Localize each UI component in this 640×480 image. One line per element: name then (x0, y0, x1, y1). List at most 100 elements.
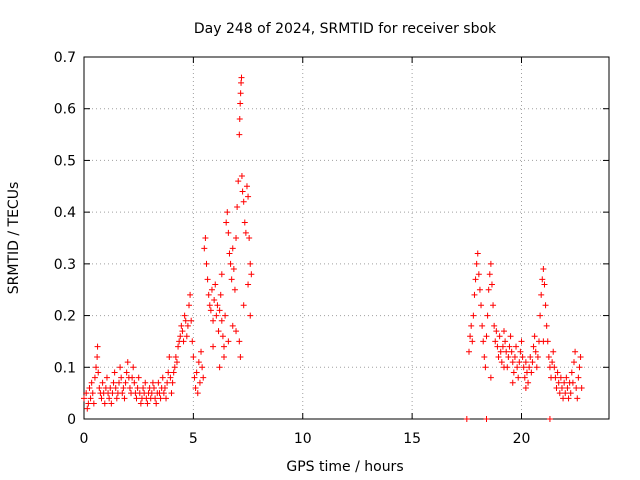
data-point (151, 384, 157, 391)
data-point (225, 338, 232, 345)
data-point (533, 364, 540, 371)
data-point (218, 317, 225, 324)
data-point (568, 369, 575, 376)
data-point (135, 374, 142, 381)
data-point (83, 390, 90, 397)
data-point (191, 374, 198, 381)
y-tick-label: 0.6 (54, 102, 76, 118)
y-tick-label: 0.1 (54, 360, 76, 376)
data-point (181, 312, 188, 319)
data-point (85, 400, 92, 407)
data-point (248, 271, 255, 278)
data-point (160, 390, 167, 397)
data-point (235, 178, 242, 185)
data-point (120, 384, 127, 391)
data-point (103, 374, 110, 381)
data-point (189, 338, 196, 345)
plot-frame (83, 56, 610, 420)
data-point (488, 281, 495, 288)
data-point (507, 333, 514, 340)
data-point (242, 229, 249, 236)
data-point (233, 328, 240, 335)
data-point (217, 291, 224, 298)
data-point (117, 364, 124, 371)
data-point (498, 359, 505, 366)
data-point (206, 302, 213, 309)
data-point (192, 384, 199, 391)
tick-layer: 0 0.1 0.2 0.3 0.4 0.5 0.6 0.7 0 5 10 15 20 (54, 50, 609, 447)
data-point (149, 379, 156, 386)
data-point (574, 395, 581, 402)
data-point (241, 219, 248, 226)
data-point (534, 353, 541, 360)
data-point (89, 390, 96, 397)
data-point (233, 235, 240, 241)
data-point (216, 364, 223, 371)
data-point (474, 250, 481, 257)
data-point (567, 390, 574, 397)
data-point (237, 353, 244, 360)
data-point (155, 379, 162, 386)
data-point (501, 364, 507, 371)
y-axis-label: SRMTID / TECUs (6, 182, 22, 295)
data-point (495, 353, 502, 360)
data-point (168, 390, 175, 397)
data-point (481, 353, 488, 360)
data-point (113, 395, 120, 402)
data-point (517, 348, 524, 355)
data-point (230, 266, 237, 273)
data-point (142, 379, 149, 386)
data-point (223, 219, 230, 226)
data-point (221, 343, 227, 350)
data-point (184, 322, 191, 329)
data-point (98, 395, 105, 402)
data-point (107, 384, 114, 391)
data-point (530, 343, 537, 350)
data-point (555, 379, 562, 386)
data-point (108, 400, 115, 407)
data-point (479, 322, 486, 329)
data-point (234, 203, 241, 210)
data-point (194, 390, 201, 397)
data-point (486, 271, 493, 278)
data-point (532, 348, 539, 355)
data-point (122, 379, 129, 386)
data-point (183, 333, 190, 340)
data-point (164, 379, 171, 386)
data-point (501, 328, 507, 335)
data-point (485, 286, 492, 293)
data-point (203, 260, 210, 267)
grid-layer (84, 57, 609, 419)
data-point (549, 359, 556, 366)
data-point (165, 369, 172, 376)
data-point (167, 374, 174, 381)
data-point (201, 245, 208, 252)
data-point (224, 209, 231, 216)
data-point (569, 379, 576, 386)
data-point (134, 384, 141, 391)
data-point (515, 374, 522, 381)
data-point (177, 333, 184, 340)
data-point (227, 260, 234, 267)
data-point (112, 384, 119, 391)
data-point (565, 395, 572, 402)
data-point (540, 266, 547, 273)
data-point (172, 353, 179, 360)
data-point (188, 317, 195, 324)
x-tick-label: 5 (189, 431, 198, 447)
data-point (199, 364, 206, 371)
data-point (101, 400, 108, 407)
data-point (208, 286, 215, 293)
data-point (563, 374, 570, 381)
data-point (179, 328, 186, 335)
data-point (93, 364, 100, 371)
data-point (153, 400, 160, 407)
data-point (211, 297, 218, 304)
data-point (163, 395, 170, 402)
data-point (237, 90, 244, 97)
data-point (483, 333, 490, 340)
data-point (562, 390, 569, 397)
data-point (571, 359, 577, 366)
data-point (521, 374, 528, 381)
data-point (169, 379, 176, 386)
